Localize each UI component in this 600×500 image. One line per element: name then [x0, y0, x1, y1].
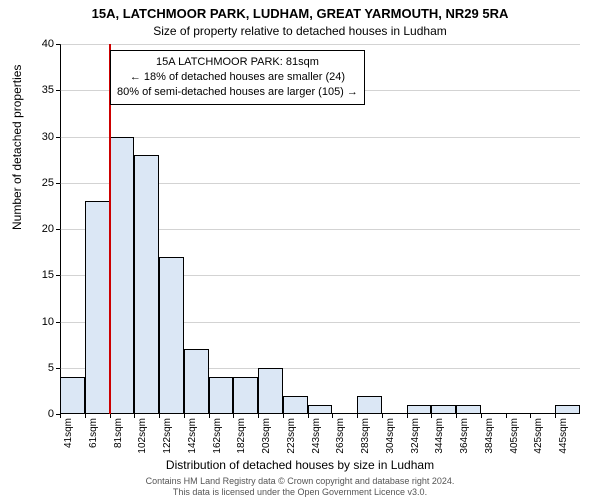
chart-title-sub: Size of property relative to detached ho… — [0, 24, 600, 38]
footer-line-2: This data is licensed under the Open Gov… — [0, 487, 600, 498]
chart-container: 15A, LATCHMOOR PARK, LUDHAM, GREAT YARMO… — [0, 0, 600, 500]
x-tick-mark — [134, 414, 135, 418]
y-tick-label: 30 — [42, 131, 60, 143]
histogram-bar — [184, 349, 209, 414]
x-tick-mark — [60, 414, 61, 418]
x-tick-mark — [481, 414, 482, 418]
y-tick-label: 15 — [42, 269, 60, 281]
x-tick-label: 81sqm — [113, 418, 124, 448]
y-tick-label: 35 — [42, 84, 60, 96]
histogram-bar — [159, 257, 184, 414]
x-tick-mark — [308, 414, 309, 418]
x-tick-mark — [431, 414, 432, 418]
x-tick-mark — [407, 414, 408, 418]
x-tick-mark — [382, 414, 383, 418]
x-tick-label: 41sqm — [63, 418, 74, 448]
histogram-bar — [85, 201, 110, 414]
y-tick-label: 40 — [42, 38, 60, 50]
histogram-bar — [357, 396, 382, 415]
annotation-line-3: 80% of semi-detached houses are larger (… — [117, 85, 358, 100]
gridline — [60, 137, 580, 138]
x-tick-label: 223sqm — [286, 418, 297, 454]
histogram-bar — [555, 405, 580, 414]
histogram-bar — [407, 405, 432, 414]
x-tick-label: 304sqm — [385, 418, 396, 454]
x-tick-mark — [283, 414, 284, 418]
x-tick-label: 405sqm — [509, 418, 520, 454]
x-tick-mark — [85, 414, 86, 418]
y-tick-label: 20 — [42, 223, 60, 235]
x-tick-mark — [258, 414, 259, 418]
y-tick-label: 0 — [48, 408, 60, 420]
gridline — [60, 44, 580, 45]
x-tick-label: 162sqm — [212, 418, 223, 454]
x-tick-mark — [184, 414, 185, 418]
histogram-bar — [258, 368, 283, 414]
x-tick-label: 324sqm — [410, 418, 421, 454]
y-tick-label: 10 — [42, 316, 60, 328]
y-tick-label: 25 — [42, 177, 60, 189]
x-tick-mark — [357, 414, 358, 418]
x-tick-label: 203sqm — [261, 418, 272, 454]
x-tick-mark — [555, 414, 556, 418]
x-tick-label: 142sqm — [187, 418, 198, 454]
histogram-bar — [110, 137, 135, 415]
x-tick-mark — [530, 414, 531, 418]
x-tick-label: 122sqm — [162, 418, 173, 454]
histogram-bar — [283, 396, 308, 415]
x-tick-label: 263sqm — [335, 418, 346, 454]
x-tick-label: 384sqm — [484, 418, 495, 454]
histogram-bar — [60, 377, 85, 414]
x-tick-label: 364sqm — [459, 418, 470, 454]
x-tick-mark — [332, 414, 333, 418]
x-tick-label: 445sqm — [558, 418, 569, 454]
x-tick-label: 344sqm — [434, 418, 445, 454]
histogram-bar — [209, 377, 234, 414]
plot-area: 051015202530354041sqm61sqm81sqm102sqm122… — [60, 44, 580, 414]
x-tick-mark — [456, 414, 457, 418]
x-tick-mark — [209, 414, 210, 418]
x-tick-label: 425sqm — [533, 418, 544, 454]
x-tick-label: 283sqm — [360, 418, 371, 454]
chart-title-main: 15A, LATCHMOOR PARK, LUDHAM, GREAT YARMO… — [0, 6, 600, 21]
x-tick-mark — [233, 414, 234, 418]
y-tick-label: 5 — [48, 362, 60, 374]
x-tick-label: 61sqm — [88, 418, 99, 448]
histogram-bar — [134, 155, 159, 414]
histogram-bar — [456, 405, 481, 414]
histogram-bar — [233, 377, 258, 414]
x-tick-label: 182sqm — [236, 418, 247, 454]
y-axis-label: Number of detached properties — [10, 65, 24, 230]
x-tick-mark — [110, 414, 111, 418]
annotation-box: 15A LATCHMOOR PARK: 81sqm ← 18% of detac… — [110, 50, 365, 105]
x-axis-label: Distribution of detached houses by size … — [0, 458, 600, 472]
x-tick-mark — [506, 414, 507, 418]
histogram-bar — [431, 405, 456, 414]
annotation-line-2: ← 18% of detached houses are smaller (24… — [117, 70, 358, 85]
x-tick-label: 243sqm — [311, 418, 322, 454]
x-tick-mark — [159, 414, 160, 418]
footer-line-1: Contains HM Land Registry data © Crown c… — [0, 476, 600, 487]
annotation-line-1: 15A LATCHMOOR PARK: 81sqm — [117, 55, 358, 70]
histogram-bar — [308, 405, 333, 414]
footer-attribution: Contains HM Land Registry data © Crown c… — [0, 476, 600, 498]
x-tick-label: 102sqm — [137, 418, 148, 454]
